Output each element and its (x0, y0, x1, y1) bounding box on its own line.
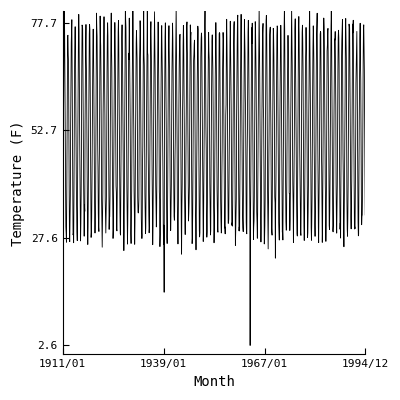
Y-axis label: Temperature (F): Temperature (F) (11, 120, 25, 246)
X-axis label: Month: Month (193, 375, 235, 389)
